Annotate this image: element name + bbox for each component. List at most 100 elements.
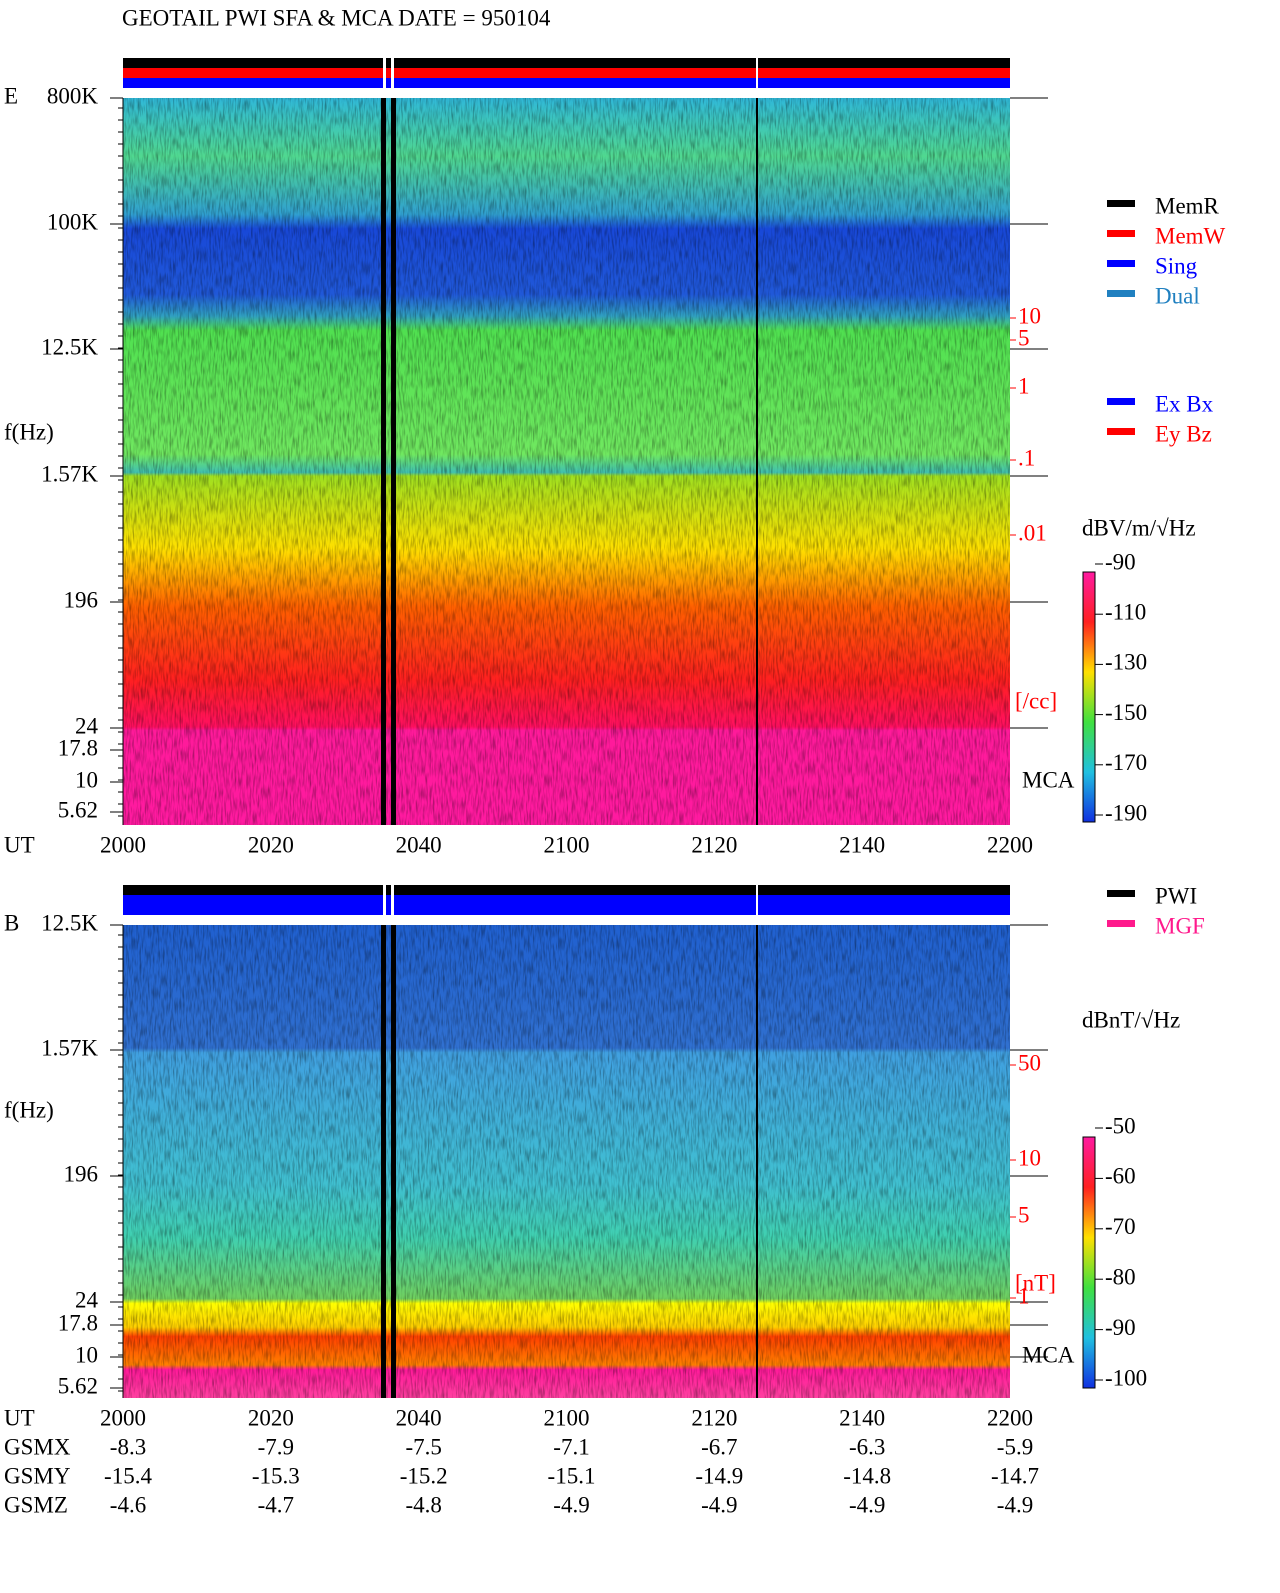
x-tick-label: 2020 (248, 832, 294, 857)
orbit-value: -15.4 (104, 1463, 152, 1488)
x-tick-label: 2140 (839, 1405, 885, 1430)
legend-swatch (1107, 200, 1135, 207)
orbit-value: -4.6 (110, 1492, 146, 1517)
status-bar (123, 895, 1010, 905)
panel-b-plot (123, 925, 1010, 1398)
orbit-value: -6.3 (849, 1434, 885, 1459)
data-gap (381, 925, 386, 1398)
density-tick: 5 (1018, 1202, 1030, 1227)
colorbar-tick-label: -70 (1105, 1214, 1136, 1239)
density-tick: .1 (1018, 445, 1035, 470)
legend-swatch (1107, 890, 1135, 897)
density-unit: [nT] (1015, 1270, 1056, 1295)
status-bar (123, 905, 1010, 915)
status-bar (123, 58, 1010, 68)
legend-label: PWI (1155, 883, 1197, 908)
title: GEOTAIL PWI SFA & MCA DATE = 950104 (122, 5, 551, 30)
status-gap (383, 58, 386, 88)
y-axis-label: f(Hz) (4, 1097, 54, 1122)
y-tick-label: 17.8 (58, 735, 98, 760)
legend-swatch (1107, 428, 1135, 435)
colorbar-tick-label: -100 (1105, 1365, 1147, 1390)
density-tick: .01 (1018, 520, 1047, 545)
colorbar-tick-label: -130 (1105, 650, 1147, 675)
y-tick-label: 1.57K (41, 461, 98, 486)
legend-label: MemR (1155, 193, 1220, 218)
orbit-value: -4.9 (997, 1492, 1033, 1517)
orbit-value: -4.9 (849, 1492, 885, 1517)
orbit-value: -15.2 (400, 1463, 448, 1488)
status-gap (391, 885, 394, 915)
orbit-value: -14.9 (695, 1463, 743, 1488)
colorbar-e (1082, 571, 1096, 823)
x-tick-label: 2000 (100, 832, 146, 857)
y-tick-label: 24 (75, 1287, 99, 1312)
orbit-value: -14.8 (843, 1463, 891, 1488)
orbit-value: -7.5 (405, 1434, 441, 1459)
panel-e-plot (123, 98, 1010, 825)
density-tick: 1 (1018, 1283, 1030, 1308)
legend-label: Dual (1155, 283, 1200, 308)
panel-b-status (123, 885, 1010, 915)
legend-swatch (1107, 290, 1135, 297)
legend-swatch (1107, 230, 1135, 237)
x-tick-label: 2040 (396, 1405, 442, 1430)
colorbar-unit: dBV/m/√Hz (1082, 515, 1196, 540)
density-tick: 10 (1018, 1145, 1041, 1170)
orbit-label: GSMZ (4, 1492, 68, 1517)
legend-swatch (1107, 920, 1135, 927)
orbit-value: -8.3 (110, 1434, 146, 1459)
density-tick: 1 (1018, 373, 1030, 398)
y-tick-label: 5.62 (58, 1373, 98, 1398)
x-tick-label: 2020 (248, 1405, 294, 1430)
orbit-value: -4.8 (405, 1492, 441, 1517)
colorbar-tick-label: -170 (1105, 750, 1147, 775)
y-tick-label: 196 (64, 1161, 99, 1186)
status-gap (756, 885, 758, 915)
colorbar-tick-label: -190 (1105, 800, 1147, 825)
x-tick-label: 2120 (691, 1405, 737, 1430)
y-tick-label: 10 (75, 767, 98, 792)
orbit-label: GSMX (4, 1434, 71, 1459)
colorbar-tick-label: -90 (1105, 1315, 1136, 1340)
data-gap (756, 98, 758, 825)
density-tick: 5 (1018, 325, 1030, 350)
legend-label: MemW (1155, 223, 1226, 248)
spectrogram-texture (123, 925, 1010, 1398)
colorbar-tick-label: -80 (1105, 1264, 1136, 1289)
y-tick-label: 12.5K (41, 910, 98, 935)
x-tick-label: 2120 (691, 832, 737, 857)
status-bar (123, 78, 1010, 88)
colorbar-tick-label: -90 (1105, 549, 1136, 574)
x-tick-label: 2100 (544, 832, 590, 857)
x-tick-label: 2040 (396, 832, 442, 857)
orbit-value: -7.1 (553, 1434, 589, 1459)
panel-label: B (4, 910, 19, 935)
status-gap (756, 58, 758, 88)
y-tick-label: 5.62 (58, 797, 98, 822)
orbit-value: -4.7 (258, 1492, 294, 1517)
density-unit: [/cc] (1015, 688, 1057, 713)
x-tick-label: 2200 (987, 1405, 1033, 1430)
status-gap (391, 58, 394, 88)
x-tick-label: 2140 (839, 832, 885, 857)
y-tick-label: 12.5K (41, 334, 98, 359)
x-tick-label: 2100 (544, 1405, 590, 1430)
legend-label: MGF (1155, 913, 1205, 938)
legend-label: Ey Bz (1155, 421, 1212, 446)
legend-swatch (1107, 260, 1135, 267)
y-tick-label: 10 (75, 1342, 98, 1367)
legend-label: Sing (1155, 253, 1198, 278)
data-gap (381, 98, 386, 825)
panel-label: E (4, 83, 18, 108)
y-tick-label: 196 (64, 587, 99, 612)
colorbar-b (1082, 1136, 1096, 1389)
orbit-value: -7.9 (258, 1434, 294, 1459)
colorbar-tick-label: -60 (1105, 1164, 1136, 1189)
colorbar-unit: dBnT/√Hz (1082, 1007, 1180, 1032)
x-axis-label: UT (4, 832, 35, 857)
orbit-label: GSMY (4, 1463, 71, 1488)
x-tick-label: 2200 (987, 832, 1033, 857)
y-tick-label: 1.57K (41, 1035, 98, 1060)
